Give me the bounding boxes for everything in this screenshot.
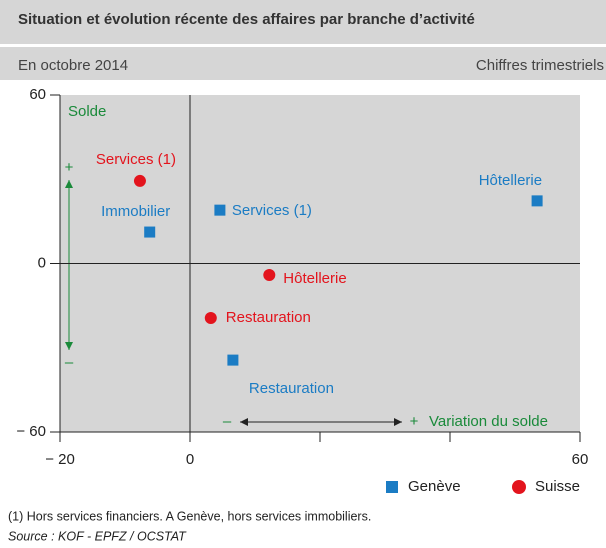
plus-sign: + [410,413,419,430]
point [214,204,226,216]
point-label: Services (1) [232,202,312,219]
point-label: Services (1) [96,151,176,168]
point [263,269,276,282]
y-annotation: Solde [68,103,106,120]
minus-sign: – [65,354,74,371]
point-label: Immobilier [101,203,170,220]
point-label: Hôtellerie [283,270,346,287]
x-tick-label: − 20 [45,451,75,468]
y-tick-label: − 60 [16,423,46,440]
footnote: (1) Hors services financiers. A Genève, … [8,509,371,523]
point [227,354,239,366]
chart-title: Situation et évolution récente des affai… [18,11,475,28]
point [531,195,543,207]
x-annotation: Variation du solde [429,413,548,430]
subheader-band [0,47,606,80]
header-band [0,0,606,44]
point-label: Restauration [249,380,334,397]
minus-sign: – [223,413,232,430]
subtitle-right: Chiffres trimestriels [476,57,604,74]
plus-sign: + [65,159,74,176]
legend-label: Genève [408,478,461,495]
legend-label: Suisse [535,478,580,495]
point [204,311,217,324]
legend-marker [512,480,526,494]
x-tick-label: 0 [186,451,194,468]
y-tick-label: 0 [38,254,46,271]
point [144,226,156,238]
legend-marker [386,481,398,493]
x-tick-label: 60 [572,451,589,468]
point-label: Restauration [226,309,311,326]
point-label: Hôtellerie [479,172,542,189]
y-tick-label: 60 [29,86,46,103]
source: Source : KOF - EPFZ / OCSTAT [8,529,187,543]
point [133,174,146,187]
subtitle: En octobre 2014 [18,57,128,74]
